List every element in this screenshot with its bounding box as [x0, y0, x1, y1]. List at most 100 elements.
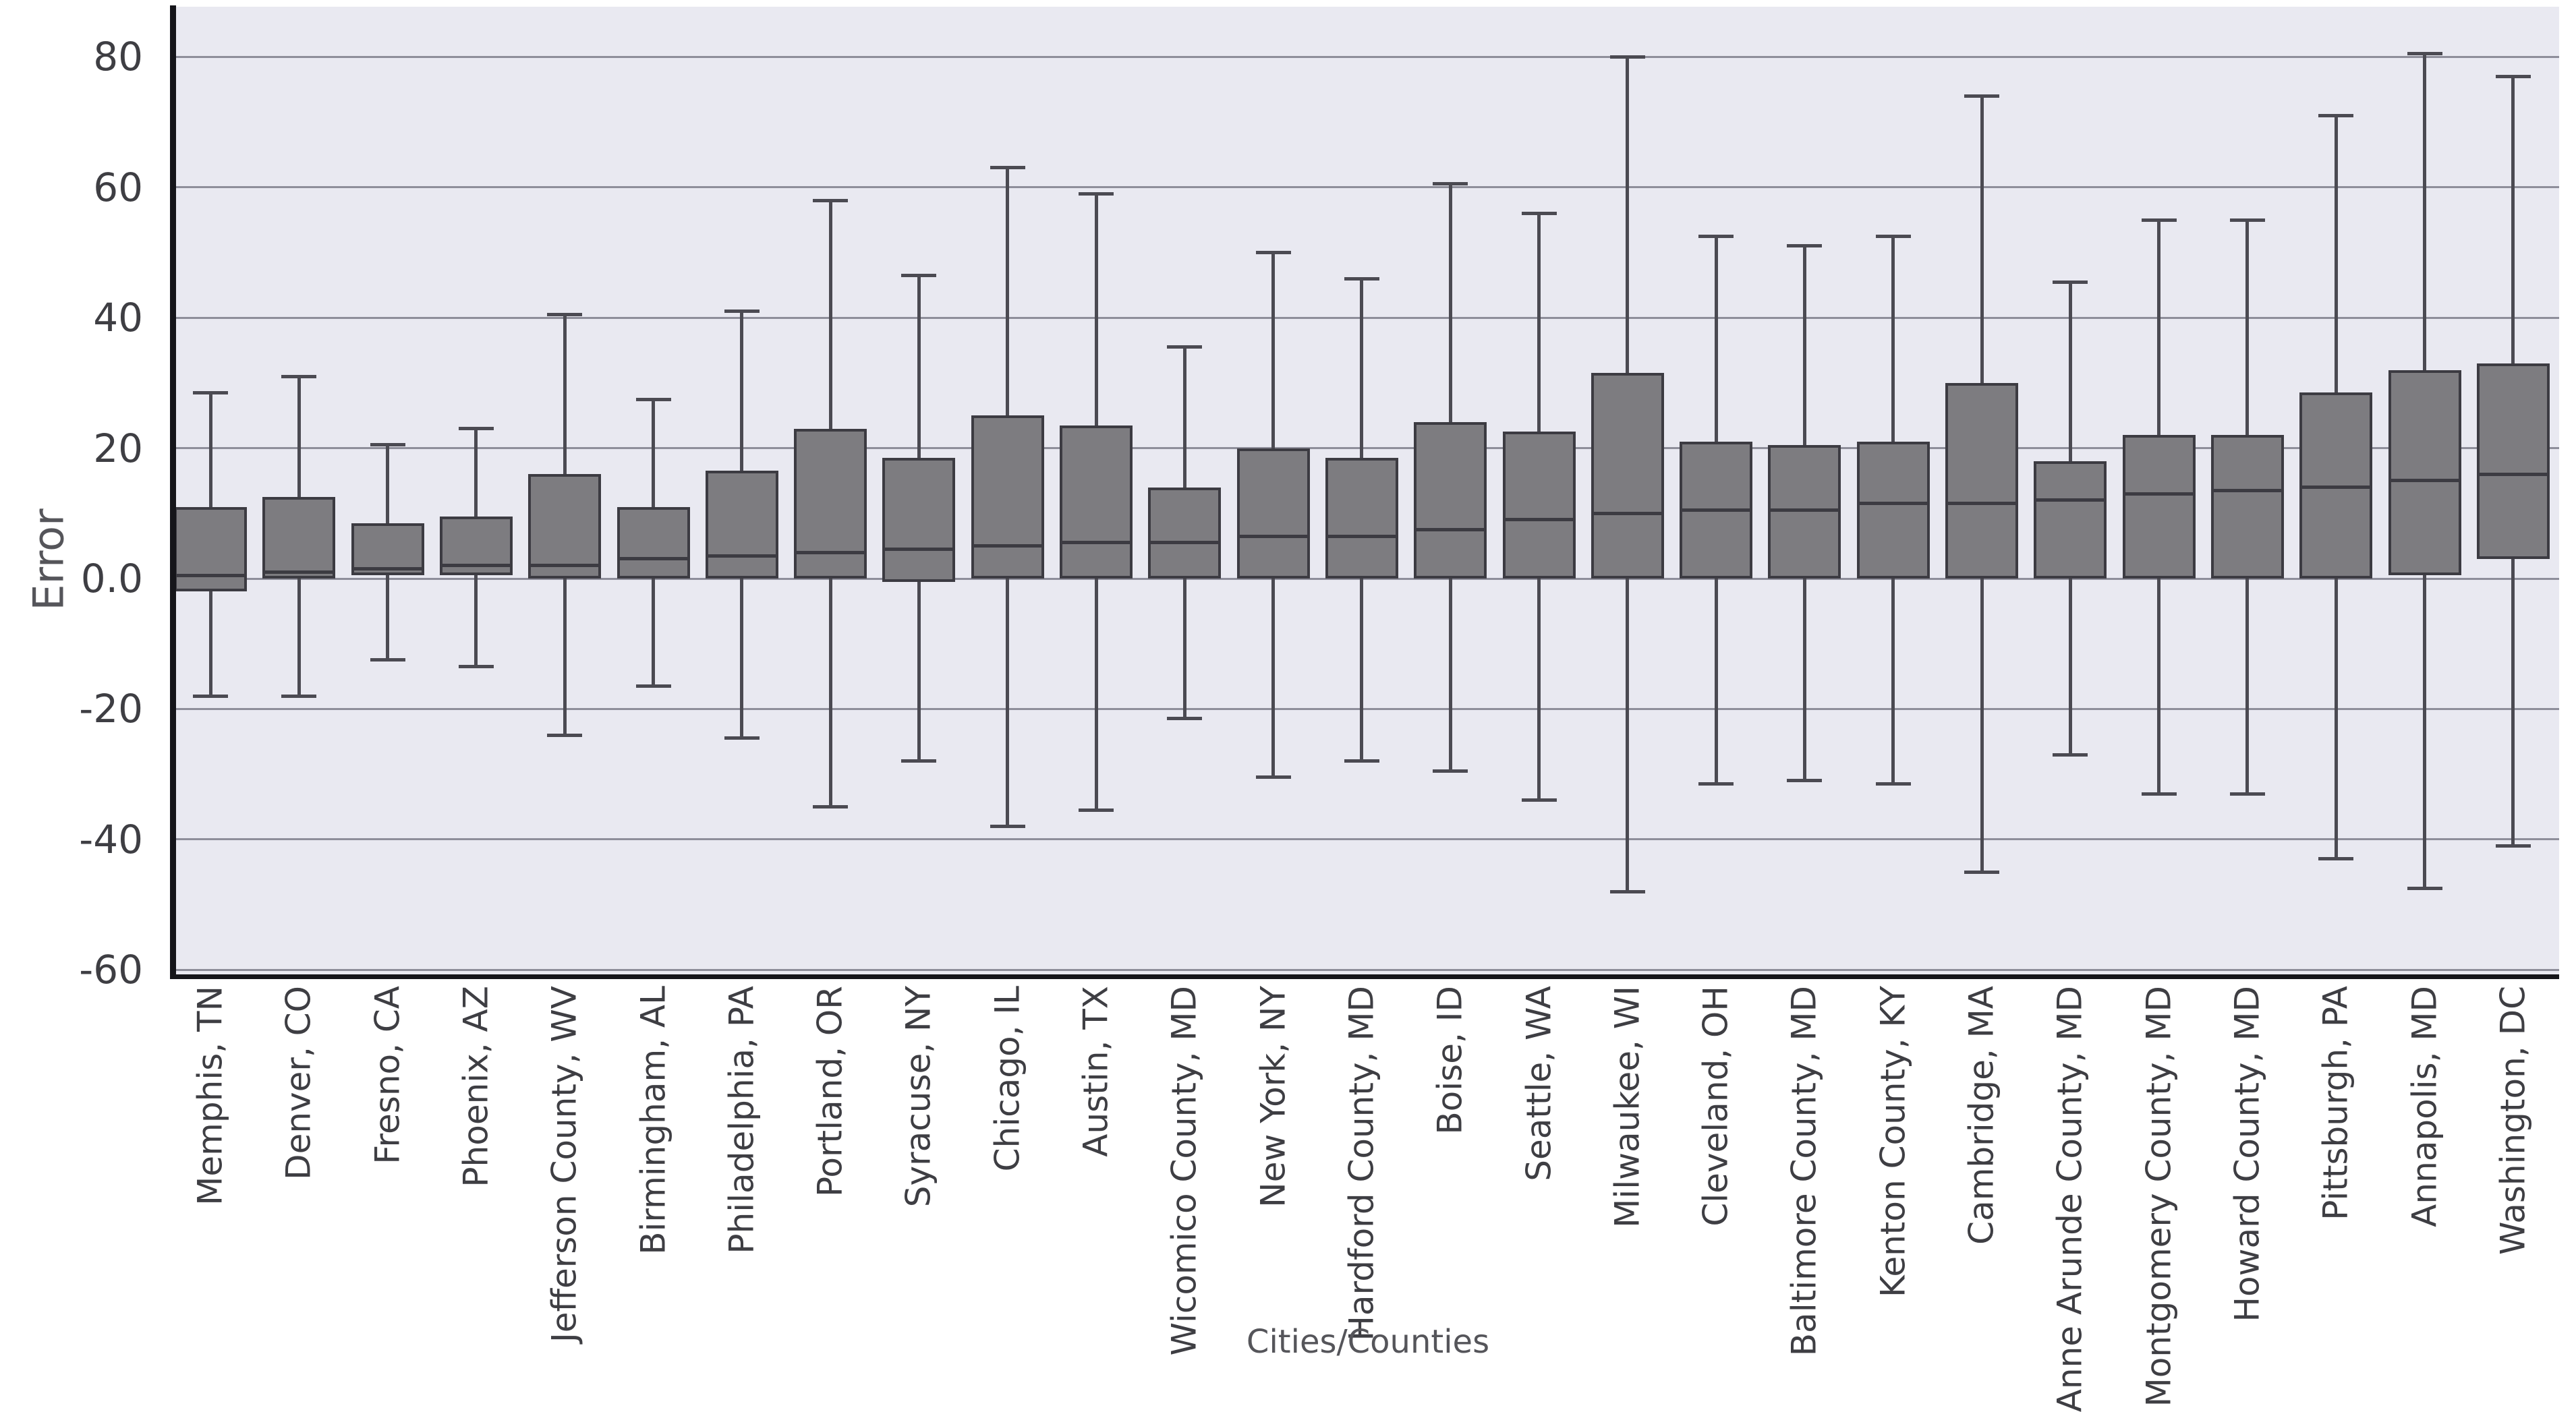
- median-line: [1239, 534, 1307, 538]
- median-line: [1151, 541, 1219, 545]
- x-tick-label: Pittsburgh, PA: [2316, 986, 2355, 1220]
- gridline-y-80: [174, 55, 2559, 58]
- upper-whisker-stem: [740, 311, 744, 471]
- x-tick-label: Chicago, IL: [988, 986, 1027, 1172]
- lower-whisker-stem: [2068, 579, 2072, 755]
- upper-whisker-stem: [297, 376, 301, 498]
- upper-whisker-stem: [474, 428, 478, 517]
- upper-whisker-stem: [1448, 183, 1452, 422]
- upper-whisker-stem: [2245, 220, 2250, 436]
- upper-whisker-stem: [1714, 236, 1718, 442]
- x-tick-label: Washington, DC: [2493, 986, 2533, 1256]
- iqr-box: [2122, 435, 2196, 579]
- x-tick-label: Montgomery County, MD: [2139, 986, 2179, 1407]
- x-axis-spine: [170, 974, 2559, 979]
- upper-whisker-cap: [2053, 280, 2088, 284]
- gridline-y--20: [174, 707, 2559, 710]
- lower-whisker-stem: [2423, 575, 2426, 889]
- x-tick-label: Denver, CO: [279, 986, 318, 1180]
- upper-whisker-cap: [1344, 276, 1379, 281]
- x-tick-label: Syracuse, NY: [898, 986, 938, 1208]
- iqr-box: [882, 458, 956, 582]
- upper-whisker-cap: [1255, 251, 1291, 254]
- lower-whisker-stem: [1891, 579, 1895, 784]
- gridline-y-40: [174, 316, 2559, 319]
- lower-whisker-cap: [1609, 889, 1645, 893]
- y-tick-label: -60: [79, 947, 143, 993]
- lower-whisker-stem: [1802, 579, 1806, 781]
- upper-whisker-cap: [813, 198, 849, 202]
- upper-whisker-cap: [281, 374, 317, 378]
- lower-whisker-stem: [2245, 579, 2250, 794]
- x-tick-label: Anne Arunde County, MD: [2050, 986, 2090, 1412]
- lower-whisker-cap: [2318, 857, 2354, 861]
- lower-whisker-stem: [2511, 558, 2515, 846]
- iqr-box: [1325, 458, 1398, 579]
- median-line: [531, 564, 599, 568]
- upper-whisker-cap: [370, 443, 405, 447]
- median-line: [1505, 518, 1573, 522]
- lower-whisker-stem: [386, 575, 390, 660]
- lower-whisker-cap: [1433, 769, 1468, 773]
- lower-whisker-stem: [1537, 579, 1541, 800]
- iqr-box: [971, 415, 1044, 579]
- median-line: [177, 573, 244, 577]
- y-axis-spine: [170, 5, 176, 979]
- iqr-box: [1945, 382, 2018, 579]
- x-tick-label: New York, NY: [1253, 986, 1293, 1208]
- lower-whisker-cap: [370, 658, 405, 662]
- iqr-box: [1414, 421, 1487, 579]
- upper-whisker-stem: [1626, 57, 1630, 374]
- y-tick-label: 80: [93, 34, 143, 80]
- iqr-box: [617, 506, 690, 579]
- upper-whisker-stem: [2511, 76, 2515, 363]
- lower-whisker-cap: [990, 824, 1025, 828]
- boxplot-figure: 80 60 40 20 0.0 -20 -40 -60 Memphis, TN Denver, …: [24, 5, 2559, 1412]
- upper-whisker-stem: [1094, 194, 1098, 425]
- upper-whisker-stem: [1980, 96, 1984, 383]
- x-tick-label: Philadelphia, PA: [722, 986, 762, 1254]
- x-tick-label: Baltimore County, MD: [1784, 986, 1824, 1357]
- upper-whisker-cap: [2141, 218, 2177, 222]
- lower-whisker-cap: [1255, 775, 1291, 779]
- x-tick-label: Kenton County, KY: [1873, 986, 1913, 1297]
- x-tick-label: Seattle, WA: [1519, 986, 1558, 1181]
- x-tick-label: Phoenix, AZ: [456, 986, 496, 1187]
- lower-whisker-cap: [724, 736, 760, 740]
- upper-whisker-stem: [1537, 213, 1541, 432]
- y-tick-label: 0.0: [80, 556, 143, 601]
- median-line: [265, 570, 333, 574]
- median-line: [1771, 508, 1839, 512]
- upper-whisker-cap: [1964, 94, 1999, 98]
- median-line: [1682, 508, 1750, 512]
- upper-whisker-stem: [917, 275, 921, 459]
- lower-whisker-stem: [2157, 579, 2161, 794]
- upper-whisker-stem: [2068, 282, 2072, 461]
- upper-whisker-cap: [1433, 182, 1468, 186]
- y-tick-label: -40: [79, 816, 143, 862]
- upper-whisker-stem: [208, 392, 212, 507]
- x-tick-label: Boise, ID: [1430, 986, 1470, 1135]
- iqr-box: [1236, 448, 1310, 579]
- iqr-box: [1060, 425, 1133, 579]
- upper-whisker-cap: [1787, 244, 1823, 248]
- median-line: [973, 544, 1041, 548]
- lower-whisker-stem: [1626, 579, 1630, 892]
- median-line: [2479, 472, 2547, 476]
- x-tick-label: Memphis, TN: [190, 986, 230, 1206]
- upper-whisker-cap: [2318, 113, 2354, 117]
- upper-whisker-stem: [1271, 252, 1276, 448]
- y-axis-title: Error: [24, 508, 74, 611]
- iqr-box: [705, 471, 778, 579]
- iqr-box: [528, 474, 602, 579]
- iqr-box: [1591, 373, 1664, 579]
- gridline-y--40: [174, 838, 2559, 841]
- x-tick-labels: Memphis, TN Denver, CO Fresno, CA Phoenix, …: [190, 986, 2533, 1412]
- median-line: [2391, 479, 2459, 483]
- y-tick-label: -20: [79, 686, 143, 732]
- gridline-y-0: [174, 577, 2559, 580]
- lower-whisker-cap: [1698, 782, 1734, 786]
- iqr-box: [2476, 363, 2550, 559]
- lower-whisker-stem: [474, 575, 478, 667]
- upper-whisker-stem: [386, 444, 390, 523]
